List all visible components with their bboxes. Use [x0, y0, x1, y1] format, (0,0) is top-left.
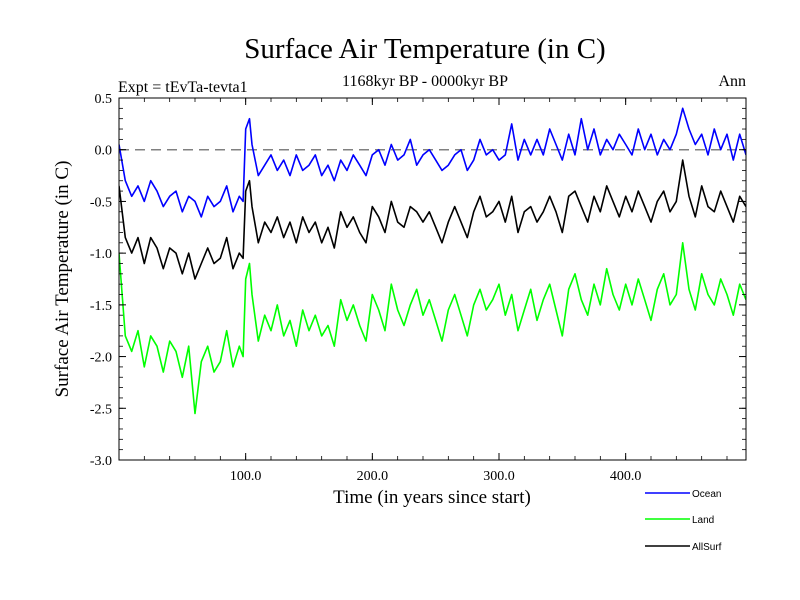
legend-label-land: Land — [692, 515, 714, 526]
x-tick-label: 200.0 — [357, 469, 389, 484]
legend-label-allsurf: AllSurf — [692, 542, 722, 553]
y-tick-label: -3.0 — [90, 454, 112, 469]
season-label: Ann — [718, 73, 746, 90]
legend-label-ocean: Ocean — [692, 489, 721, 500]
x-axis-label: Time (in years since start) — [333, 487, 531, 508]
y-tick-label: 0.0 — [95, 144, 113, 159]
y-tick-label: -1.0 — [90, 247, 112, 262]
x-tick-label: 300.0 — [483, 469, 515, 484]
y-tick-label: -2.5 — [90, 402, 112, 417]
x-tick-label: 400.0 — [610, 469, 642, 484]
series-line-ocean — [119, 107, 746, 218]
chart-subtitle: 1168kyr BP - 0000kyr BP — [342, 73, 508, 90]
series-line-allsurf — [119, 159, 746, 280]
experiment-label: Expt = tEvTa-tevta1 — [118, 79, 248, 96]
y-axis-label: Surface Air Temperature (in C) — [52, 161, 73, 398]
series-line-land — [119, 242, 746, 415]
chart-title: Surface Air Temperature (in C) — [244, 33, 605, 65]
legend: Ocean Land AllSurf — [645, 489, 722, 553]
y-tick-label: -2.0 — [90, 351, 112, 366]
y-tick-label: -0.5 — [90, 195, 112, 210]
plot-frame — [118, 97, 747, 461]
y-tick-label: 0.5 — [95, 92, 113, 107]
x-tick-label: 100.0 — [230, 469, 262, 484]
y-tick-label: -1.5 — [90, 299, 112, 314]
